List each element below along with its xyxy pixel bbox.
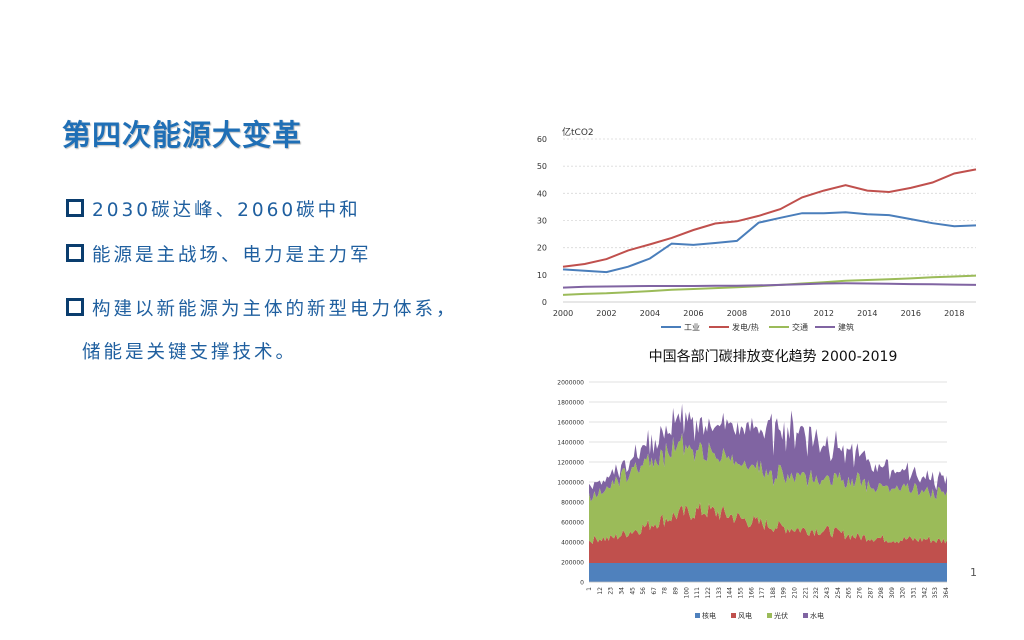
bullet-2-text: 能源是主战场、电力是主力军 <box>92 245 372 266</box>
line-series-2 <box>562 168 977 268</box>
area-chart-ytick-label: 1800000 <box>557 400 584 407</box>
area-chart-ytick-label: 1400000 <box>557 440 584 447</box>
line-legend-label: 发电/热 <box>732 322 759 332</box>
line-chart-xtick-label: 2006 <box>683 309 703 318</box>
area-chart-xtick-label: 100 <box>683 587 690 599</box>
line-chart-xtick-label: 2008 <box>727 309 747 318</box>
area-chart-xtick-label: 364 <box>943 587 950 599</box>
bullet-3: 构建以新能源为主体的新型电力体系， <box>66 295 458 321</box>
area-series-3 <box>589 432 947 544</box>
line-chart-ytick-label: 20 <box>537 244 547 253</box>
bullet-2: 能源是主战场、电力是主力军 <box>66 241 372 267</box>
line-chart-ytick-label: 50 <box>537 162 547 171</box>
bullet-1: 2030碳达峰、2060碳中和 <box>66 196 361 222</box>
area-chart-xtick-label: 133 <box>716 587 723 599</box>
area-chart-ytick-label: 400000 <box>561 540 584 547</box>
area-chart-xtick-label: 232 <box>813 587 820 599</box>
area-chart-xtick-label: 1 <box>586 587 593 591</box>
area-chart-xtick-label: 12 <box>597 587 604 595</box>
area-chart-ytick-label: 1600000 <box>557 420 584 427</box>
area-chart-xtick-label: 353 <box>932 587 939 599</box>
area-chart-xtick-label: 78 <box>662 587 669 595</box>
area-legend-label: 光伏 <box>774 611 788 620</box>
line-chart-xtick-label: 2004 <box>640 309 660 318</box>
line-chart-ytick-label: 10 <box>537 271 547 280</box>
line-chart-ytick-label: 60 <box>537 135 547 144</box>
area-chart-xtick-label: 23 <box>608 587 615 595</box>
area-chart-xtick-label: 287 <box>867 587 874 599</box>
area-chart-xtick-label: 210 <box>792 587 799 599</box>
area-chart-xtick-label: 276 <box>856 587 863 599</box>
area-chart-xtick-label: 177 <box>759 587 766 599</box>
area-chart-xtick-label: 254 <box>835 587 842 599</box>
area-chart-xtick-label: 144 <box>727 587 734 599</box>
line-chart-ytick-label: 30 <box>537 217 547 226</box>
line-series-1 <box>562 211 977 274</box>
line-legend-label: 交通 <box>792 322 808 332</box>
area-chart-title: 中国各部门碳排放变化趋势 2000-2019 <box>649 349 898 365</box>
area-series-1 <box>589 563 947 582</box>
slide-title: 第四次能源大变革 <box>62 118 303 152</box>
line-chart-ytick-label: 40 <box>537 189 547 198</box>
area-chart-ytick-label: 800000 <box>561 500 584 507</box>
bullet-box-icon <box>66 244 84 262</box>
line-chart-xtick-label: 2000 <box>553 309 573 318</box>
area-chart-ytick-label: 2000000 <box>557 380 584 387</box>
area-chart-xtick-label: 199 <box>781 587 788 599</box>
area-chart-xtick-label: 67 <box>651 587 658 595</box>
area-chart-xtick-label: 265 <box>846 587 853 599</box>
line-chart-xtick-label: 2018 <box>944 309 964 318</box>
area-legend-swatch <box>695 613 700 618</box>
area-chart-xtick-label: 309 <box>889 587 896 599</box>
line-chart-ytick-label: 0 <box>542 298 547 307</box>
area-chart-xtick-label: 221 <box>802 587 809 599</box>
area-legend-label: 水电 <box>810 611 824 620</box>
area-chart-xtick-label: 34 <box>618 587 625 595</box>
area-chart-xtick-label: 331 <box>911 587 918 599</box>
area-legend-label: 风电 <box>738 611 752 620</box>
line-chart-xtick-label: 2012 <box>814 309 834 318</box>
bullet-1-text: 2030碳达峰、2060碳中和 <box>92 200 361 221</box>
bullet-3-continuation: 储能是关键支撑技术。 <box>82 342 298 363</box>
area-chart-xtick-label: 45 <box>629 587 636 595</box>
area-legend-label: 核电 <box>702 611 716 620</box>
area-chart-xtick-label: 111 <box>694 587 701 599</box>
area-chart-xtick-label: 320 <box>900 587 907 599</box>
area-chart-xtick-label: 56 <box>640 587 647 595</box>
area-chart-xtick-label: 298 <box>878 587 885 599</box>
line-series-4 <box>562 282 977 289</box>
line-chart-xtick-label: 2014 <box>857 309 877 318</box>
area-chart-xtick-label: 342 <box>921 587 928 599</box>
bullet-3-text: 构建以新能源为主体的新型电力体系， <box>92 299 458 320</box>
area-chart-xtick-label: 155 <box>737 587 744 599</box>
line-chart-xtick-label: 2002 <box>596 309 616 318</box>
area-chart-ytick-label: 600000 <box>561 520 584 527</box>
area-series-4 <box>589 403 947 502</box>
area-legend-swatch <box>803 613 808 618</box>
area-chart-xtick-label: 89 <box>673 587 680 595</box>
area-legend-swatch <box>767 613 772 618</box>
area-chart-ytick-label: 1200000 <box>557 460 584 467</box>
bullet-box-icon <box>66 199 84 217</box>
area-legend-swatch <box>731 613 736 618</box>
line-chart-xtick-label: 2016 <box>901 309 921 318</box>
area-chart-ytick-label: 1000000 <box>557 480 584 487</box>
line-legend-label: 工业 <box>684 322 700 332</box>
line-chart-ylabel: 亿tCO2 <box>562 126 594 138</box>
page-number: 1 <box>970 566 977 579</box>
line-legend-label: 建筑 <box>838 322 854 332</box>
area-chart-xtick-label: 166 <box>748 587 755 599</box>
area-chart-ytick-label: 0 <box>580 580 584 587</box>
area-chart-ytick-label: 200000 <box>561 560 584 567</box>
area-chart-xtick-label: 188 <box>770 587 777 599</box>
area-series-2 <box>589 502 947 563</box>
line-chart-xtick-label: 2010 <box>770 309 790 318</box>
area-chart-xtick-label: 122 <box>705 587 712 599</box>
area-chart-xtick-label: 243 <box>824 587 831 599</box>
bullet-box-icon <box>66 298 84 316</box>
